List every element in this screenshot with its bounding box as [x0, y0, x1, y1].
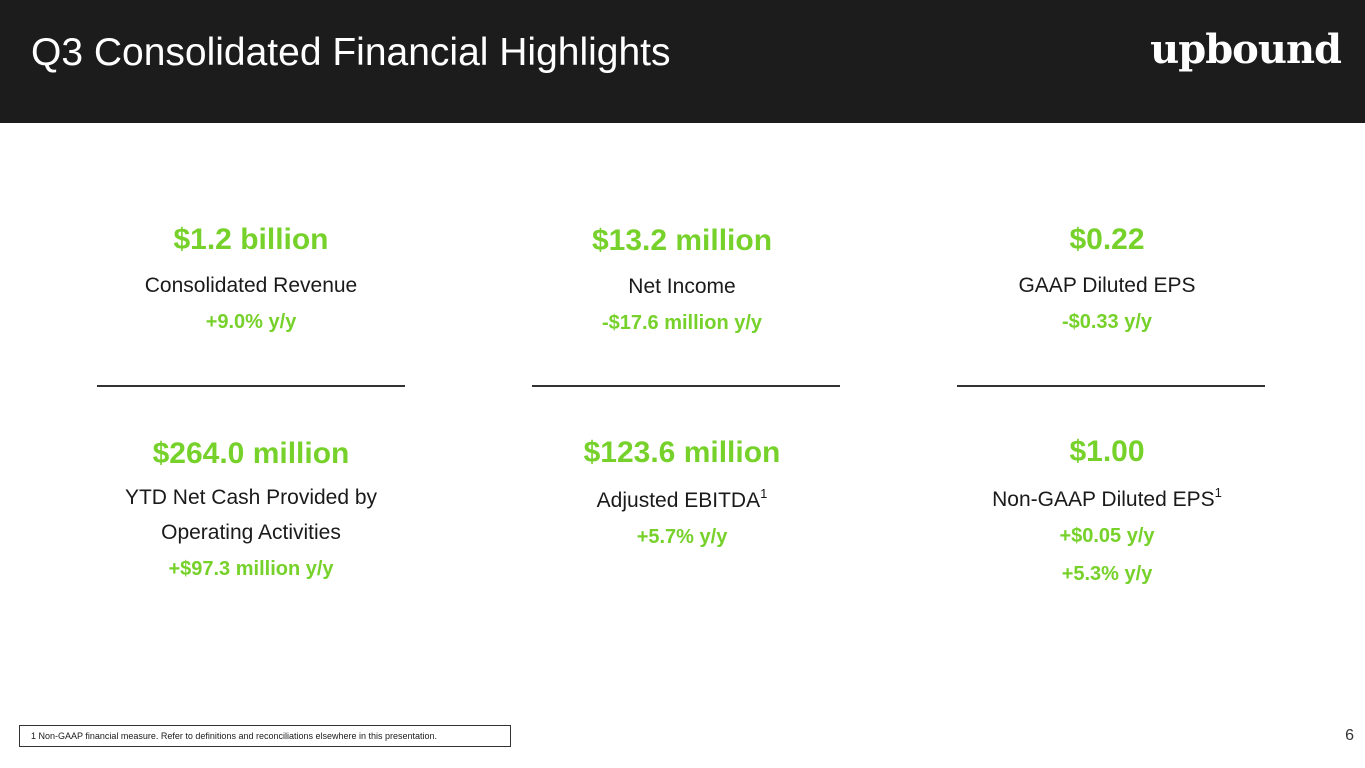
metric-value: $123.6 million: [583, 436, 781, 469]
metric-net-income: $13.2 million Net Income -$17.6 million …: [492, 223, 872, 342]
metric-value: $1.00: [1069, 435, 1145, 468]
header-bar: Q3 Consolidated Financial Highlights upb…: [0, 0, 1365, 123]
metric-label: Adjusted EBITDA1: [492, 483, 872, 518]
metric-label-text: Non-GAAP Diluted EPS: [992, 488, 1215, 511]
metric-change: +9.0% y/y: [205, 311, 297, 333]
metric-label: Net Income: [628, 275, 736, 298]
metric-label: Non-GAAP Diluted EPS1: [917, 482, 1297, 517]
footnote-marker: 1: [760, 486, 768, 501]
metric-label: YTD Net Cash Provided by Operating Activ…: [61, 480, 441, 550]
upbound-logo: upbound: [1150, 26, 1342, 73]
footnote-marker: 1: [1214, 485, 1222, 500]
metric-ytd-net-cash: $264.0 million YTD Net Cash Provided by …: [61, 436, 441, 588]
footnote-box: 1 Non-GAAP financial measure. Refer to d…: [19, 725, 511, 747]
metric-value: $0.22: [1069, 223, 1145, 256]
page-title: Q3 Consolidated Financial Highlights: [31, 31, 671, 74]
page-number: 6: [1345, 727, 1354, 744]
divider-left: [97, 385, 405, 387]
divider-center: [532, 385, 840, 387]
metric-change: +$97.3 million y/y: [168, 558, 334, 580]
metric-label-line: YTD Net Cash Provided by: [124, 486, 378, 509]
metric-value: $264.0 million: [152, 437, 350, 470]
divider-right: [957, 385, 1265, 387]
metric-change: +5.3% y/y: [1061, 563, 1153, 585]
metric-change: +$0.05 y/y: [1059, 525, 1155, 547]
metric-non-gaap-diluted-eps: $1.00 Non-GAAP Diluted EPS1 +$0.05 y/y +…: [917, 434, 1297, 593]
metric-consolidated-revenue: $1.2 billion Consolidated Revenue +9.0% …: [61, 222, 441, 341]
metric-change: -$0.33 y/y: [1061, 311, 1153, 333]
metric-label-line: Operating Activities: [161, 521, 341, 544]
metric-gaap-diluted-eps: $0.22 GAAP Diluted EPS -$0.33 y/y: [917, 222, 1297, 341]
metric-value: $13.2 million: [591, 224, 773, 257]
metric-change: +5.7% y/y: [636, 526, 728, 548]
metric-label: GAAP Diluted EPS: [1018, 274, 1196, 297]
metric-adjusted-ebitda: $123.6 million Adjusted EBITDA1 +5.7% y/…: [492, 435, 872, 556]
metric-label-text: Adjusted EBITDA: [596, 489, 761, 512]
metric-value: $1.2 billion: [173, 223, 329, 256]
metric-label: Consolidated Revenue: [144, 274, 358, 297]
metric-change: -$17.6 million y/y: [601, 312, 763, 334]
